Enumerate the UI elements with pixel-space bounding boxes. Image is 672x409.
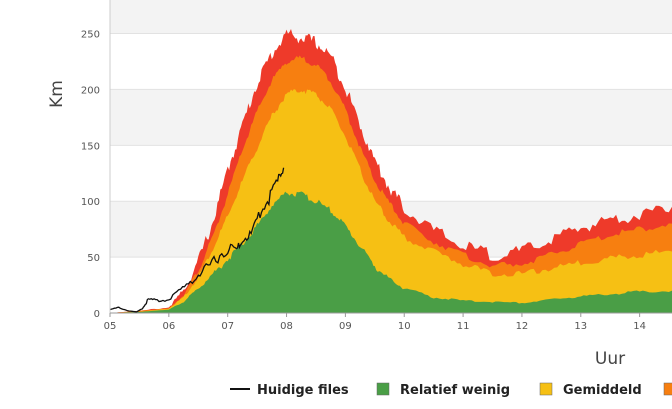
area-series [110,29,672,313]
series-line-huidige-files [109,167,285,313]
y-tick-label: 0 [94,309,100,320]
current-traffic-line [109,167,285,313]
y-tick-label: 250 [81,30,100,41]
y-tick-labels: 0 50 100 150 200 250 [81,30,100,320]
legend-label-gemiddeld: Gemiddeld [563,383,642,398]
background-band [110,89,672,146]
legend-swatch-green [376,382,390,396]
x-tick-label: 09 [339,321,352,332]
x-tick-label: 14 [633,321,646,332]
legend-item-relatief-weinig[interactable]: Relatief weinig [376,382,510,398]
legend-swatch-orange-partial [663,382,672,396]
legend-label-current: Huidige files [257,383,349,398]
x-tick-label: 12 [516,321,529,332]
background-band [110,0,672,34]
x-tick-label: 08 [280,321,293,332]
legend-swatch-yellow [539,382,553,396]
y-tick-label: 50 [87,253,100,264]
legend-item-gemiddeld[interactable]: Gemiddeld [539,382,642,398]
legend-label-relatief-weinig: Relatief weinig [400,383,510,398]
background-band [110,33,672,90]
y-axis-title: Km [47,80,67,108]
legend-item-current[interactable]: Huidige files [230,383,349,398]
axes [109,0,672,314]
x-tick-label: 11 [457,321,470,332]
y-tick-label: 150 [81,141,100,152]
x-tick-label: 10 [398,321,411,332]
y-tick-label: 100 [81,197,100,208]
x-tick-label: 13 [574,321,587,332]
x-tick-labels: 05 06 07 08 09 10 11 12 13 14 [104,313,646,332]
legend: Huidige files Relatief weinig Gemiddeld [230,382,672,398]
background-band [110,145,672,202]
area-series-relatief-weinig [110,191,672,313]
x-axis-title: Uur [595,349,625,369]
y-tick-label: 200 [81,85,100,96]
x-tick-label: 06 [162,321,175,332]
x-tick-label: 05 [104,321,117,332]
x-tick-label: 07 [221,321,234,332]
plot-background-bands [110,0,672,313]
